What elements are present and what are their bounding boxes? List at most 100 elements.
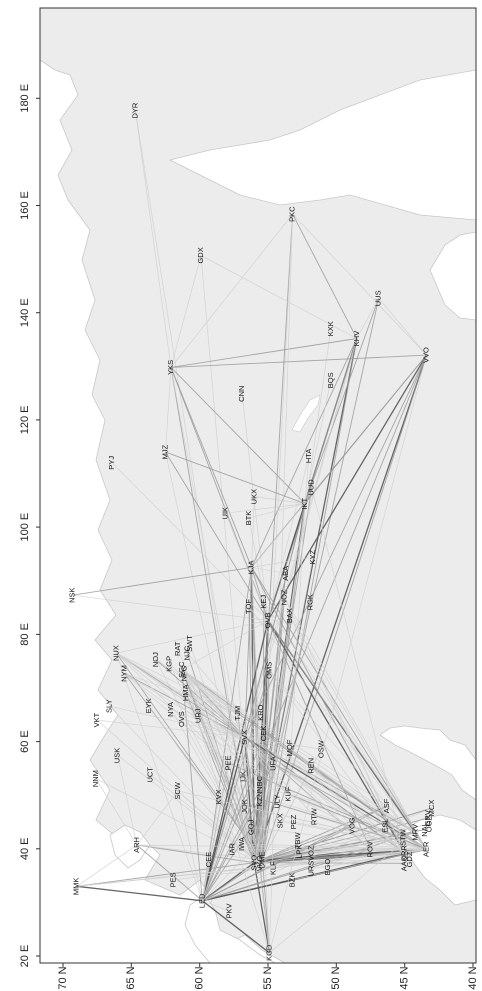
route-line bbox=[109, 705, 261, 864]
airport-label-ijk: IJK bbox=[238, 771, 247, 782]
route-line bbox=[124, 673, 274, 764]
airport-label-lpk: LPK bbox=[294, 844, 303, 858]
route-line bbox=[181, 669, 203, 901]
route-line bbox=[304, 380, 332, 504]
route-line bbox=[269, 831, 416, 954]
airport-label-svo: SVO bbox=[249, 855, 258, 871]
route-line bbox=[225, 503, 305, 514]
route-line bbox=[200, 255, 255, 863]
route-line bbox=[284, 597, 427, 850]
route-line bbox=[150, 774, 261, 864]
longitude-tick-label: 120 E bbox=[19, 406, 31, 435]
longitude-tick-label: 140 E bbox=[19, 298, 31, 327]
airport-label-pyj: PYJ bbox=[107, 456, 116, 470]
route-line bbox=[76, 844, 137, 887]
route-line bbox=[262, 823, 430, 861]
route-line bbox=[96, 719, 261, 864]
airport-label-uud: UUD bbox=[307, 479, 316, 496]
longitude-tick-label: 60 E bbox=[19, 730, 31, 753]
route-line bbox=[187, 652, 239, 714]
route-line bbox=[262, 831, 416, 861]
route-line bbox=[244, 737, 255, 863]
airport-label-urs: URS bbox=[307, 861, 316, 877]
route-line bbox=[97, 719, 245, 738]
route-line bbox=[273, 848, 427, 869]
airport-label-dme: DME bbox=[257, 852, 266, 869]
route-line bbox=[292, 213, 427, 356]
route-line bbox=[269, 355, 427, 953]
airport-label-led: LED bbox=[197, 893, 206, 908]
route-line bbox=[244, 567, 253, 738]
route-line bbox=[378, 298, 427, 356]
route-line bbox=[304, 338, 358, 504]
route-line bbox=[189, 643, 263, 861]
eurasia-land bbox=[40, 8, 476, 963]
route-line bbox=[292, 213, 358, 339]
airport-label-kuf: KUF bbox=[283, 786, 292, 801]
longitude-tick-label: 160 E bbox=[19, 191, 31, 220]
airport-label-scw: SCW bbox=[173, 781, 182, 799]
airport-label-kgd: KGD bbox=[264, 944, 273, 961]
route-line bbox=[201, 737, 246, 901]
latitude-tick-label: 40 N bbox=[467, 966, 479, 989]
airport-label-uus: UUS bbox=[374, 290, 383, 306]
route-line bbox=[165, 451, 306, 505]
latitude-tick-label: 55 N bbox=[262, 966, 274, 989]
route-line bbox=[280, 820, 427, 850]
airport-label-vvo: VVO bbox=[421, 347, 430, 363]
airport-label-kgp: KGP bbox=[165, 656, 174, 672]
route-line bbox=[356, 298, 380, 339]
airport-label-ogz: OGZ bbox=[424, 816, 433, 833]
okhotsk-sea bbox=[168, 69, 476, 221]
airport-label-iar: IAR bbox=[227, 842, 236, 855]
route-line bbox=[202, 807, 433, 902]
airport-label-pkc: PKC bbox=[288, 206, 297, 222]
route-line bbox=[170, 354, 427, 368]
airport-label-ovb: OVB bbox=[263, 612, 272, 628]
airport-label-mjz: MJZ bbox=[160, 444, 169, 459]
route-line bbox=[201, 567, 253, 901]
airport-label-mrv: MRV bbox=[411, 824, 420, 841]
airport-label-pkv: PKV bbox=[225, 903, 234, 918]
route-line bbox=[304, 298, 380, 504]
airport-label-btk: BTK bbox=[244, 511, 253, 526]
route-line bbox=[201, 620, 269, 901]
airport-label-oms: OMS bbox=[264, 662, 273, 679]
airport-label-urj: URJ bbox=[193, 708, 202, 723]
airport-label-jok: JOK bbox=[240, 799, 249, 814]
route-line bbox=[170, 367, 306, 504]
route-line bbox=[311, 487, 406, 854]
airport-label-vog: VOG bbox=[348, 817, 357, 834]
route-line bbox=[251, 567, 270, 953]
route-line bbox=[116, 620, 269, 654]
airport-label-krr: KRR bbox=[400, 845, 409, 861]
route-line bbox=[248, 503, 305, 519]
route-line bbox=[181, 620, 269, 671]
latitude-axis: 70 N 65 N 60 N 55 N 50 N 45 N 40 N bbox=[57, 963, 479, 990]
route-line bbox=[181, 669, 388, 807]
route-line bbox=[244, 737, 270, 953]
route-line bbox=[72, 594, 269, 621]
route-line bbox=[181, 669, 261, 785]
route-line bbox=[116, 652, 246, 738]
route-line bbox=[289, 615, 406, 854]
route-line bbox=[298, 840, 427, 850]
route-line bbox=[267, 455, 310, 621]
route-line bbox=[124, 673, 229, 764]
route-line bbox=[292, 848, 427, 881]
airport-label-osw: OSW bbox=[316, 739, 325, 758]
airport-label-kxk: KXK bbox=[326, 321, 335, 336]
route-line bbox=[267, 620, 416, 833]
route-line bbox=[202, 776, 244, 901]
route-line bbox=[116, 652, 274, 764]
airport-label-ufa: UFA bbox=[268, 756, 277, 771]
airport-label-khv: KHV bbox=[352, 331, 361, 346]
route-line bbox=[241, 393, 269, 621]
route-line bbox=[289, 615, 427, 850]
airport-label-ovs: OVS bbox=[177, 711, 186, 727]
route-line bbox=[202, 713, 239, 901]
airport-label-nym: NYM bbox=[119, 665, 128, 682]
airport-label-rgk: RGK bbox=[305, 594, 314, 610]
route-line bbox=[76, 885, 203, 902]
route-line bbox=[289, 747, 427, 850]
